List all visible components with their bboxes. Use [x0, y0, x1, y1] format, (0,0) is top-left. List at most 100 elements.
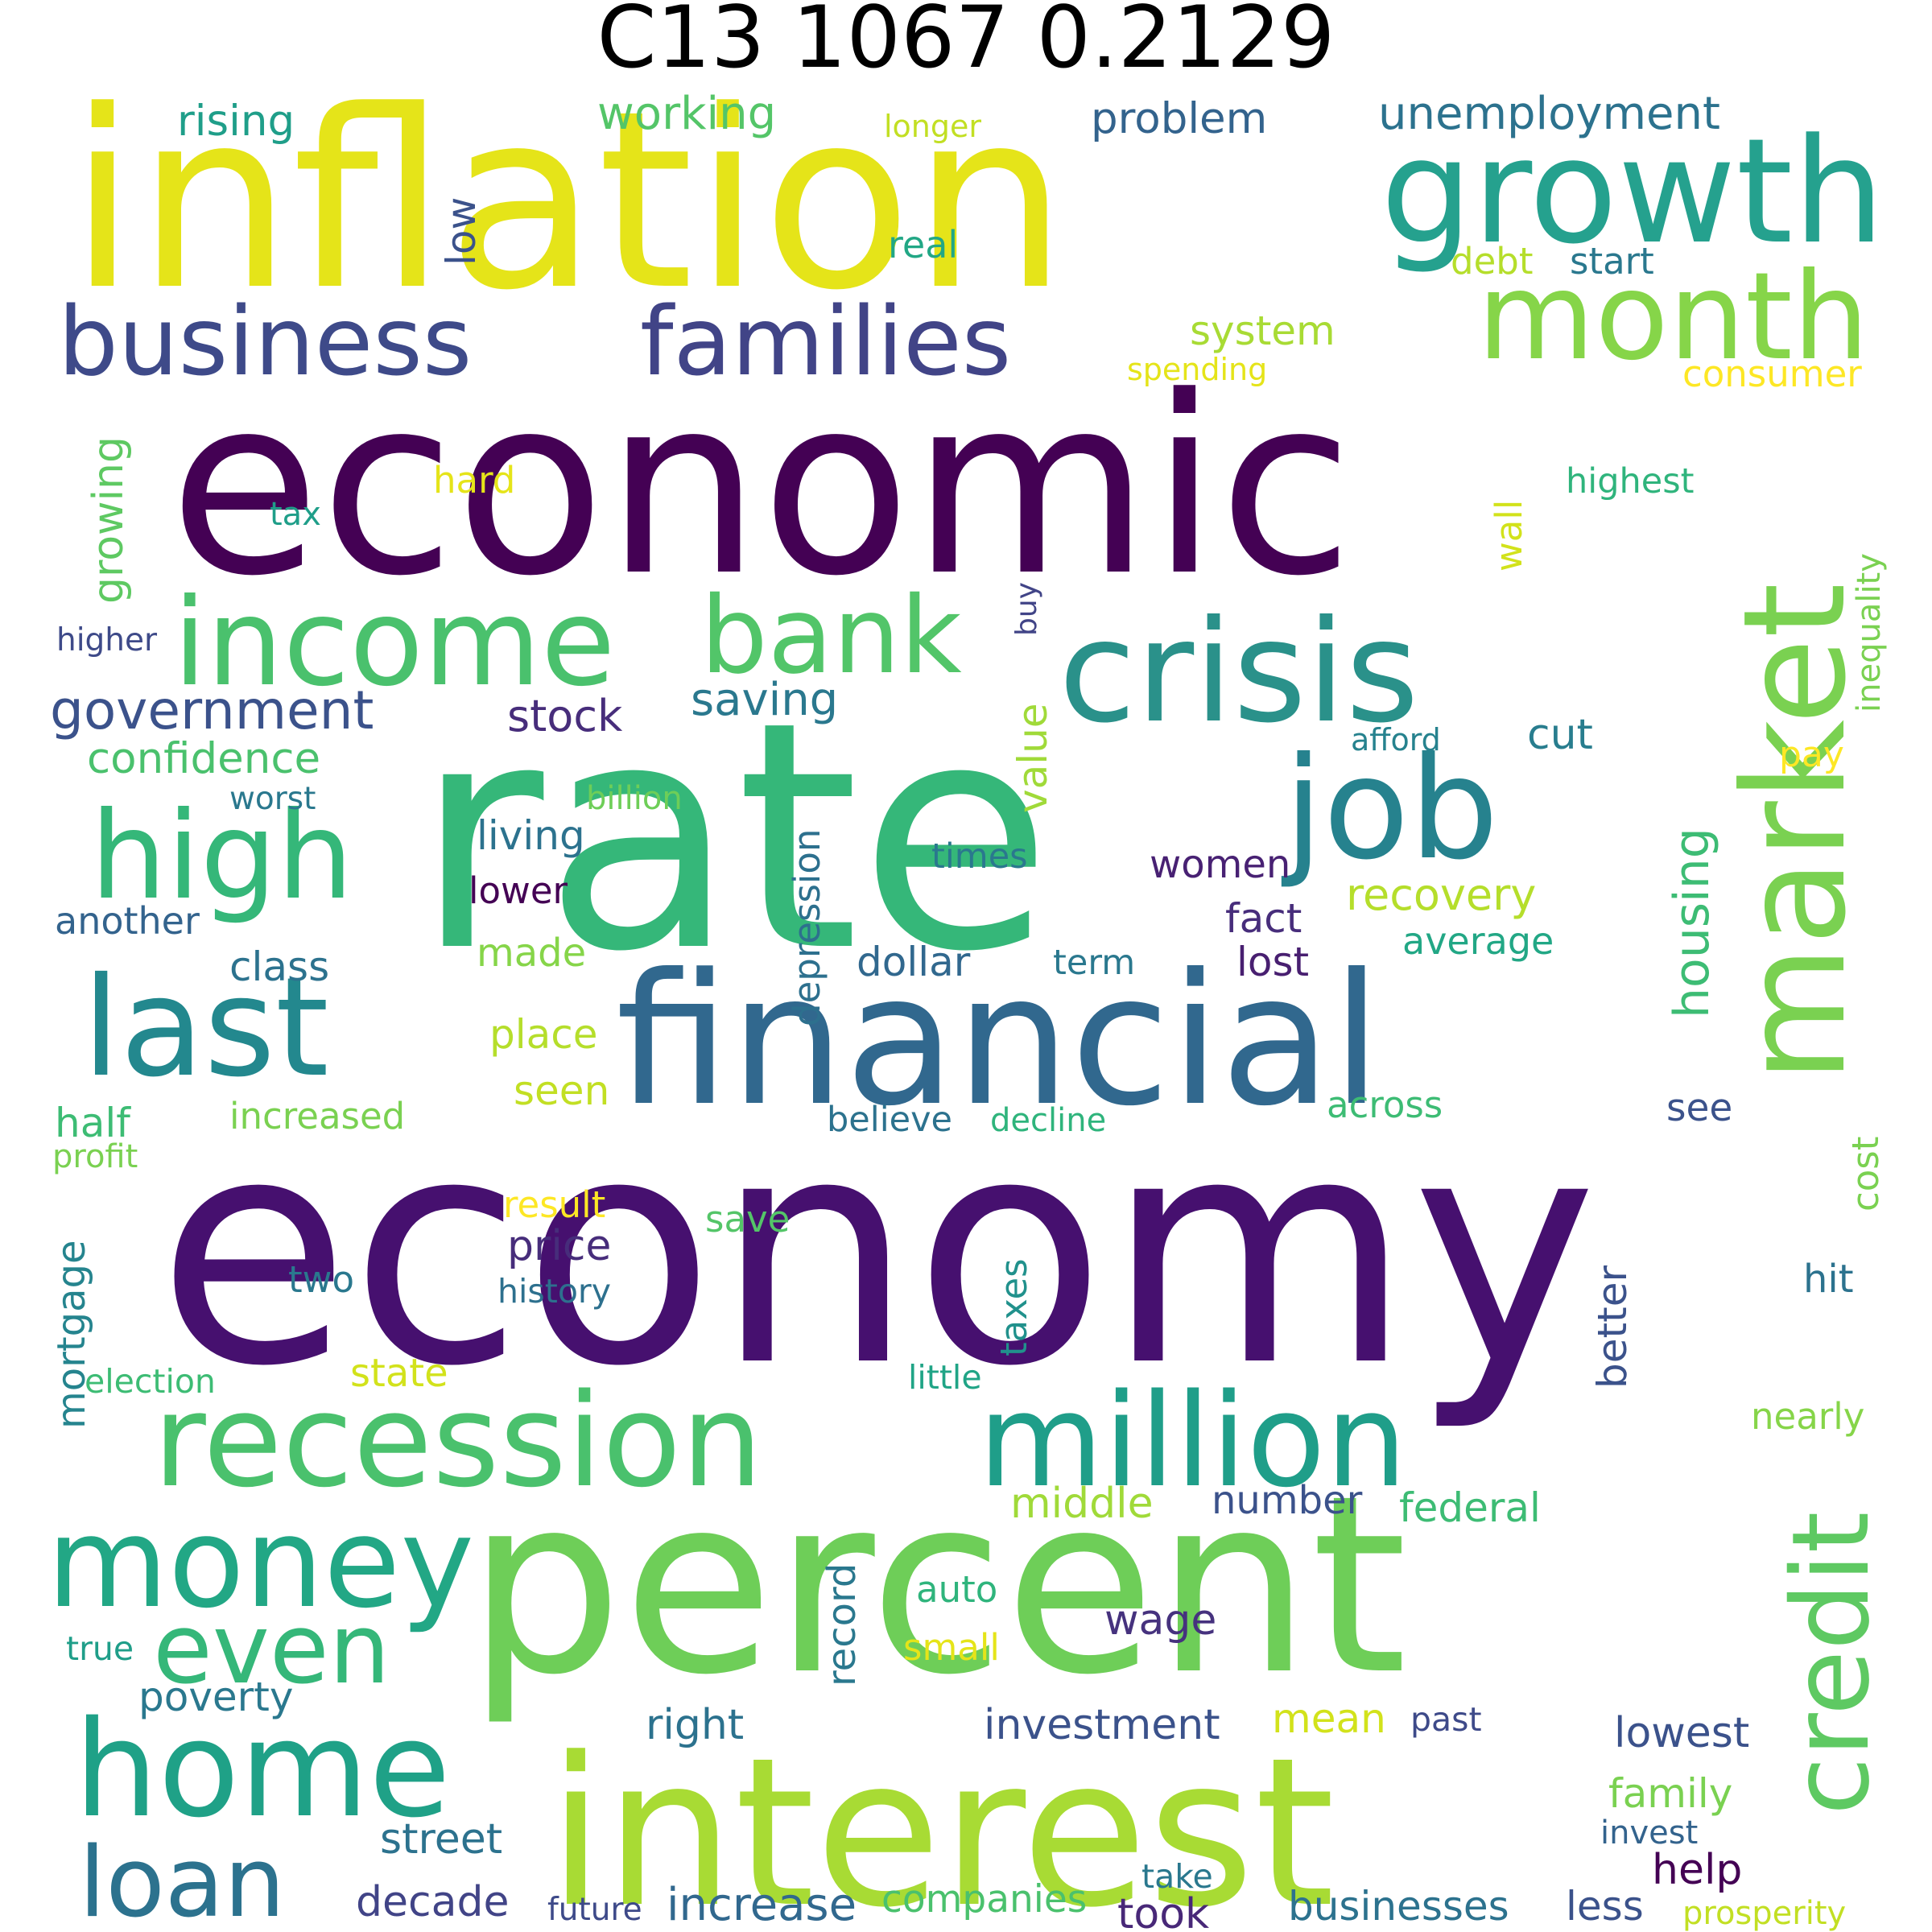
word-believe: believe — [827, 1100, 952, 1140]
word-home: home — [74, 1692, 451, 1847]
word-highest: highest — [1566, 461, 1694, 502]
word-wall: wall — [1488, 500, 1530, 572]
word-cut: cut — [1527, 711, 1593, 759]
word-less: less — [1566, 1883, 1644, 1930]
word-million: million — [978, 1365, 1407, 1516]
word-profit: profit — [52, 1138, 138, 1175]
word-financial: financial — [616, 935, 1381, 1146]
word-seen: seen — [514, 1067, 609, 1114]
word-cost: cost — [1844, 1137, 1887, 1212]
word-housing: housing — [1664, 828, 1720, 1018]
word-take: take — [1141, 1857, 1213, 1896]
word-even: even — [153, 1594, 390, 1706]
word-longer: longer — [884, 109, 981, 144]
word-start: start — [1570, 240, 1654, 283]
word-number: number — [1212, 1478, 1363, 1523]
word-two: two — [288, 1258, 354, 1301]
word-class: class — [229, 943, 329, 990]
word-inflation: inflation — [68, 58, 1067, 344]
word-hit: hit — [1803, 1257, 1854, 1302]
word-fact: fact — [1225, 895, 1302, 942]
word-see: see — [1666, 1086, 1732, 1130]
word-economic: economic — [169, 344, 1353, 630]
word-inequality: inequality — [1851, 553, 1888, 712]
word-rising: rising — [177, 97, 295, 146]
word-street: street — [380, 1815, 502, 1864]
word-mean: mean — [1272, 1695, 1386, 1742]
word-middle: middle — [1010, 1480, 1154, 1528]
word-mortgage: mortgage — [49, 1240, 94, 1429]
figure-title: C13 1067 0.2129 — [597, 0, 1335, 87]
word-confidence: confidence — [87, 734, 320, 783]
word-small: small — [903, 1626, 1000, 1669]
word-growth: growth — [1381, 108, 1885, 276]
word-unemployment: unemployment — [1378, 88, 1720, 140]
word-poverty: poverty — [138, 1674, 293, 1720]
word-little: little — [908, 1358, 982, 1397]
word-lowest: lowest — [1614, 1709, 1749, 1757]
word-lost: lost — [1236, 939, 1309, 985]
word-invest: invest — [1600, 1814, 1698, 1852]
word-month: month — [1477, 247, 1869, 387]
word-auto: auto — [916, 1568, 997, 1611]
word-made: made — [477, 931, 586, 976]
word-spending: spending — [1127, 352, 1267, 387]
word-business: business — [58, 286, 472, 397]
word-companies: companies — [881, 1877, 1087, 1922]
word-result: result — [503, 1183, 605, 1226]
word-another: another — [55, 899, 200, 943]
word-credit: credit — [1769, 1512, 1893, 1815]
word-better: better — [1589, 1265, 1636, 1389]
word-true: true — [66, 1629, 134, 1668]
word-price: price — [507, 1222, 611, 1270]
word-wage: wage — [1104, 1596, 1216, 1645]
word-decline: decline — [990, 1102, 1106, 1139]
word-real: real — [888, 223, 958, 266]
word-help: help — [1652, 1846, 1742, 1894]
word-hard: hard — [433, 459, 515, 502]
word-state: state — [350, 1351, 448, 1396]
word-businesses: businesses — [1288, 1883, 1509, 1930]
word-tax: tax — [270, 496, 321, 533]
word-future: future — [547, 1892, 642, 1928]
word-economy: economy — [157, 1069, 1597, 1435]
word-prosperity: prosperity — [1682, 1895, 1846, 1932]
word-history: history — [497, 1272, 611, 1311]
word-took: took — [1117, 1890, 1209, 1932]
word-living: living — [477, 812, 585, 859]
word-crisis: crisis — [1059, 591, 1419, 754]
word-increased: increased — [229, 1095, 405, 1137]
word-interest: interest — [547, 1714, 1335, 1932]
word-right: right — [646, 1701, 744, 1749]
word-stock: stock — [507, 691, 623, 741]
word-government: government — [50, 679, 374, 741]
word-past: past — [1410, 1700, 1482, 1739]
word-women: women — [1150, 842, 1290, 887]
word-average: average — [1402, 919, 1554, 963]
word-income: income — [173, 573, 615, 713]
word-record: record — [819, 1563, 865, 1686]
word-percent: percent — [467, 1443, 1407, 1728]
word-saving: saving — [691, 674, 838, 726]
word-higher: higher — [56, 622, 158, 658]
word-increase: increase — [667, 1879, 857, 1931]
word-place: place — [489, 1011, 598, 1058]
word-high: high — [90, 786, 353, 927]
word-times: times — [931, 836, 1028, 877]
word-families: families — [640, 286, 1011, 397]
word-consumer: consumer — [1682, 353, 1862, 395]
word-money: money — [47, 1490, 474, 1636]
word-rate: rate — [415, 654, 1052, 1020]
word-decade: decade — [356, 1878, 509, 1926]
word-buy: buy — [1010, 582, 1043, 636]
word-job: job — [1281, 728, 1499, 891]
word-recovery: recovery — [1346, 869, 1536, 920]
word-recession: recession — [153, 1365, 763, 1516]
word-value: value — [1009, 703, 1056, 813]
word-billion: billion — [586, 780, 683, 817]
word-save: save — [705, 1198, 790, 1241]
word-pay: pay — [1779, 734, 1844, 775]
word-last: last — [82, 948, 329, 1108]
